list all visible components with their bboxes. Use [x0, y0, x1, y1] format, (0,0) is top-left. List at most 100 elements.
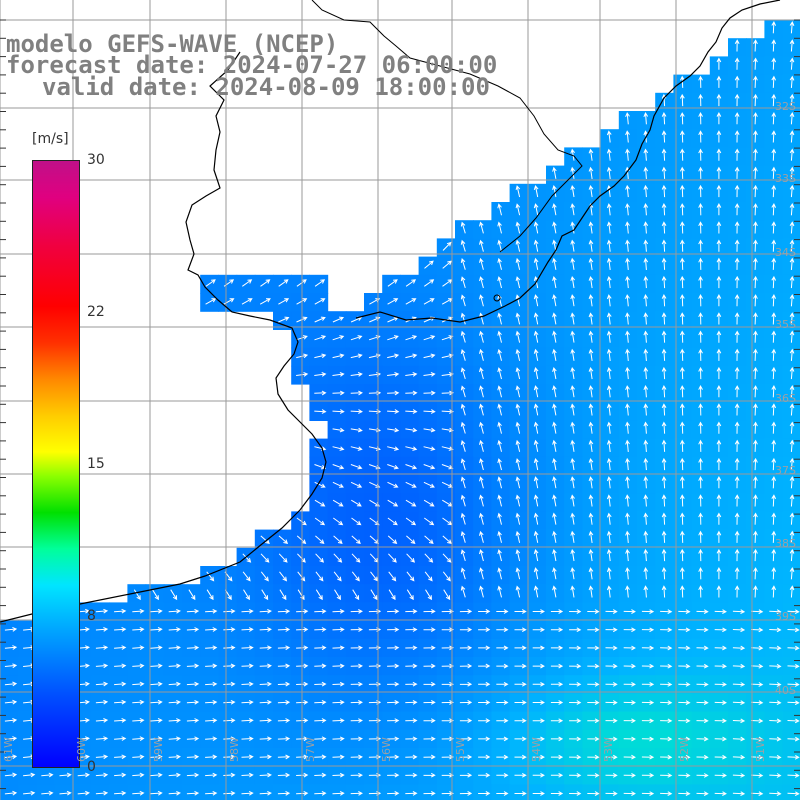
wind-arrow	[716, 385, 722, 398]
wind-arrow	[787, 682, 800, 687]
wind-arrow	[168, 754, 181, 760]
wind-arrow	[515, 348, 521, 361]
wind-arrow	[605, 754, 618, 760]
wind-arrow	[660, 700, 673, 705]
wind-arrow	[588, 366, 594, 380]
wind-arrow	[241, 754, 254, 760]
wind-arrow	[497, 512, 502, 525]
wind-arrow	[259, 699, 272, 705]
wind-arrow	[587, 736, 600, 742]
wind-arrow	[771, 439, 777, 452]
wind-arrow	[479, 312, 484, 325]
wind-arrow	[552, 294, 557, 307]
lat-label: 33S	[775, 172, 796, 185]
wind-arrow	[716, 567, 722, 580]
wind-arrow	[278, 316, 290, 323]
wind-arrow	[241, 663, 254, 669]
wind-arrow	[625, 585, 630, 598]
wind-arrow	[150, 627, 163, 632]
wind-arrow	[698, 148, 703, 161]
wind-arrow	[753, 512, 758, 525]
wind-arrow	[277, 681, 291, 687]
wind-arrow	[661, 530, 667, 543]
wind-arrow	[588, 494, 594, 507]
wind-arrow	[296, 517, 307, 526]
wind-arrow	[751, 700, 764, 706]
wind-arrow	[497, 312, 502, 325]
wind-arrow	[789, 548, 795, 562]
wind-arrow	[789, 476, 795, 489]
wind-arrow	[351, 535, 361, 544]
wind-arrow	[698, 403, 703, 416]
wind-arrow	[205, 754, 218, 760]
wind-arrow	[350, 718, 363, 723]
wind-arrow	[587, 645, 600, 651]
wind-arrow	[643, 203, 649, 216]
wind-arrow	[460, 221, 466, 234]
lon-label: 58W	[228, 737, 241, 762]
wind-arrow	[625, 385, 630, 398]
wind-arrow	[606, 530, 612, 543]
wind-arrow	[351, 571, 360, 582]
wind-arrow	[114, 627, 127, 632]
wind-arrow	[423, 353, 436, 359]
wind-arrow	[223, 718, 236, 723]
wind-arrow	[532, 791, 545, 796]
wind-arrow	[350, 681, 363, 687]
wind-arrow	[769, 682, 782, 687]
wind-arrow	[533, 494, 539, 507]
wind-arrow	[168, 645, 181, 651]
wind-arrow	[550, 791, 564, 796]
wind-arrow	[787, 791, 800, 797]
wind-arrow	[789, 567, 795, 580]
wind-arrow	[570, 476, 575, 489]
wind-speed-cell	[600, 784, 620, 800]
wind-arrow	[734, 294, 740, 307]
wind-arrow	[259, 718, 272, 723]
wind-arrow	[643, 385, 649, 398]
wind-arrow	[625, 421, 630, 434]
wind-arrow	[387, 499, 399, 507]
wind-arrow	[698, 385, 703, 398]
wind-arrow	[405, 645, 418, 651]
wind-arrow	[223, 681, 236, 687]
wind-arrow	[789, 330, 795, 343]
wind-arrow	[95, 754, 109, 760]
wind-arrow	[423, 427, 436, 433]
wind-arrow	[570, 330, 575, 343]
wind-arrow	[95, 790, 109, 796]
wind-arrow	[641, 736, 655, 742]
wind-arrow	[552, 366, 557, 380]
wind-arrow	[478, 609, 491, 614]
wind-arrow	[205, 790, 218, 796]
wind-arrow	[660, 627, 673, 633]
wind-arrow	[532, 736, 545, 742]
colorbar-tick-8: 8	[87, 608, 96, 624]
wind-arrow	[460, 512, 466, 525]
wind-arrow	[588, 239, 594, 252]
wind-arrow	[350, 663, 363, 669]
wind-arrow	[552, 330, 557, 343]
wind-arrow	[168, 681, 181, 687]
wind-arrow	[441, 663, 454, 669]
wind-arrow	[515, 476, 521, 489]
wind-arrow	[388, 589, 396, 601]
wind-arrow	[405, 298, 417, 305]
wind-arrow	[753, 93, 758, 107]
wind-arrow	[751, 736, 764, 742]
wind-speed-cell	[746, 784, 765, 800]
wind-arrow	[186, 772, 200, 778]
wind-arrow	[315, 535, 325, 544]
wind-arrow	[734, 239, 740, 252]
wind-arrow	[459, 772, 473, 778]
wind-arrow	[734, 130, 740, 143]
wind-arrow	[661, 548, 667, 562]
wind-arrow	[753, 530, 758, 543]
wind-arrow	[423, 335, 436, 341]
wind-arrow	[479, 367, 484, 380]
wind-arrow	[751, 609, 764, 615]
wind-arrow	[696, 627, 709, 633]
wind-arrow	[533, 512, 539, 525]
wind-arrow	[114, 736, 127, 741]
wind-arrow	[132, 718, 145, 723]
